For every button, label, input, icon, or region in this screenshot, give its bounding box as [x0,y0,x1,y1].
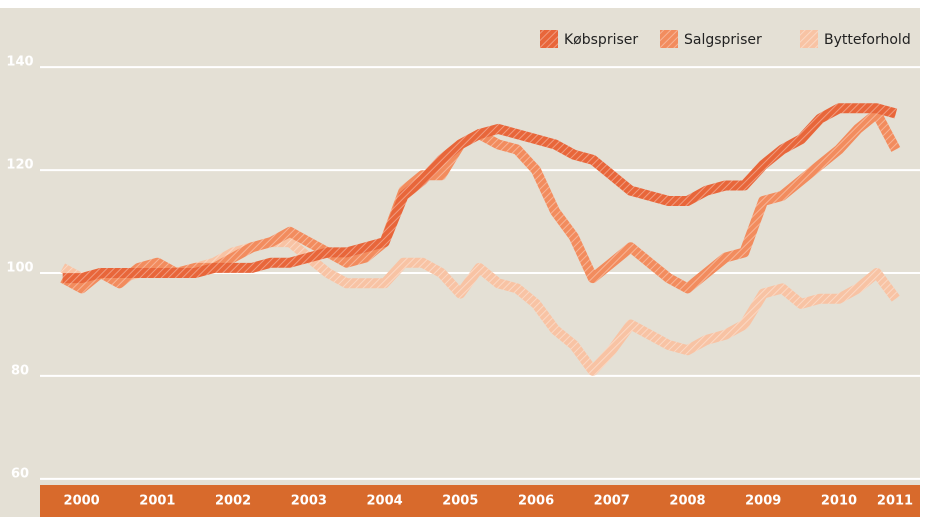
legend-label: Bytteforhold [824,32,911,48]
x-tick-label: 2011 [877,494,913,509]
y-tick-label: 100 [6,261,33,276]
legend-label: Købspriser [564,32,638,48]
x-tick-label: 2001 [139,494,175,509]
x-tick-label: 2002 [215,494,251,509]
legend-label: Salgspriser [684,32,762,48]
x-tick-label: 2010 [821,494,857,509]
x-tick-label: 2003 [291,494,327,509]
x-tick-label: 2000 [64,494,100,509]
x-tick-label: 2006 [518,494,554,509]
series-hatch [62,103,898,284]
x-tick-label: 2007 [594,494,630,509]
y-tick-label: 60 [11,466,29,481]
x-tick-label: 2004 [366,494,402,509]
y-tick-label: 120 [6,158,33,173]
x-tick-label: 2008 [669,494,705,509]
x-tick-label: 2009 [745,494,781,509]
y-tick-label: 140 [6,55,33,70]
legend-swatch-hatch [660,30,678,48]
plot-background [0,8,920,517]
legend-swatch-hatch [540,30,558,48]
x-tick-label: 2005 [442,494,478,509]
x-axis-band [40,485,920,517]
y-tick-label: 80 [11,363,29,378]
legend-swatch-hatch [800,30,818,48]
